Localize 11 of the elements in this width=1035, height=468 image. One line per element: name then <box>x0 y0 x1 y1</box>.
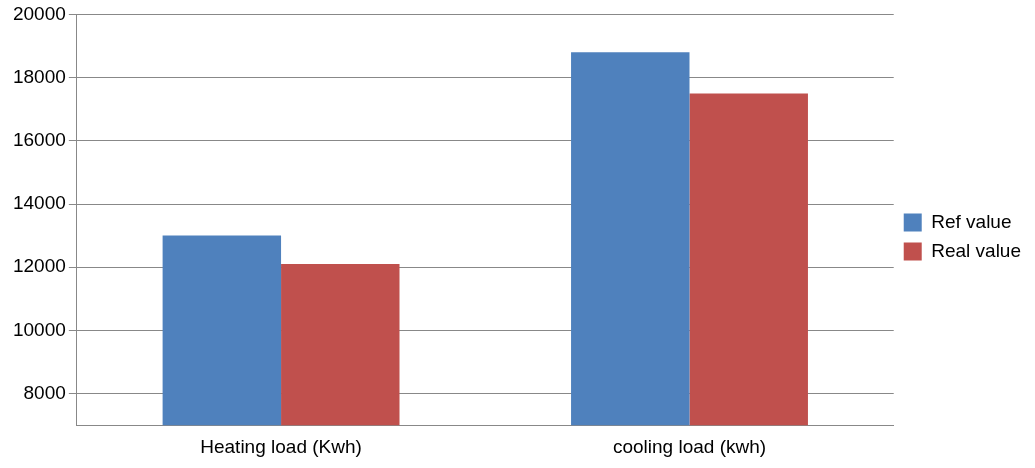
y-tick-label: 16000 <box>12 129 66 151</box>
x-tick-label: cooling load (kwh) <box>612 435 767 457</box>
y-tick-label: 14000 <box>12 192 66 214</box>
legend-label: Ref value <box>931 210 1012 232</box>
x-tick-label: Heating load (Kwh) <box>200 435 362 457</box>
y-tick-label: 12000 <box>12 255 66 277</box>
y-tick-label: 10000 <box>12 318 66 340</box>
y-tick-label: 8000 <box>23 381 66 403</box>
legend-label: Real value <box>931 239 1021 261</box>
y-tick-label: 20000 <box>12 2 66 24</box>
y-tick-label: 18000 <box>12 65 66 87</box>
